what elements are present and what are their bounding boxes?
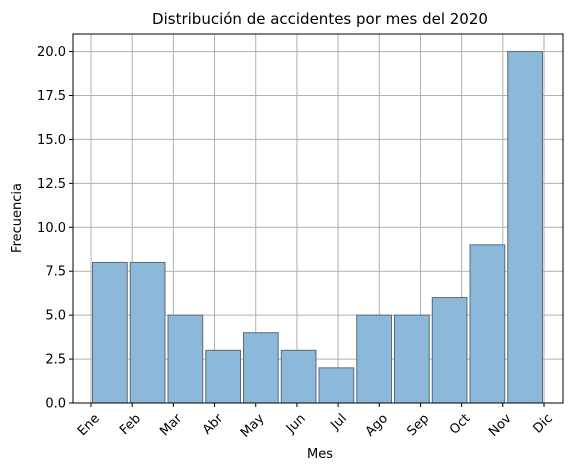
bar <box>469 244 506 404</box>
x-tick-label: Jul <box>328 411 350 433</box>
x-tick-label: Feb <box>117 411 144 438</box>
bar <box>243 332 279 404</box>
bar <box>129 261 166 404</box>
y-axis-label: Frecuencia <box>10 183 25 253</box>
y-tick-label: 17.5 <box>37 89 66 104</box>
y-tick-label: 15.0 <box>37 133 66 148</box>
x-tick-label: Mar <box>157 411 185 439</box>
y-tick-label: 5.0 <box>45 309 66 324</box>
y-tick-label: 10.0 <box>37 221 66 236</box>
x-tick-label: Ene <box>75 411 103 439</box>
bar <box>431 297 468 404</box>
bars <box>92 51 543 404</box>
x-tick-label: Nov <box>486 411 515 440</box>
y-tick-label: 7.5 <box>45 265 66 280</box>
x-tick-label: Dic <box>531 411 556 436</box>
bar <box>92 261 128 404</box>
y-tick-label: 0.0 <box>45 397 66 412</box>
y-tick-label: 20.0 <box>37 45 66 60</box>
x-tick-label: May <box>238 411 268 441</box>
x-tick-label: Oct <box>447 411 474 438</box>
x-axis: Ene Feb Mar Abr May Jun Jul Ago Sep Oct Nov Dic <box>75 403 556 441</box>
bar <box>205 349 241 404</box>
bar <box>394 314 430 404</box>
x-tick-label: Ago <box>363 411 391 439</box>
chart-title: Distribución de accidentes por mes del 2… <box>152 10 488 28</box>
y-tick-label: 12.5 <box>37 177 66 192</box>
bar <box>318 367 355 404</box>
x-tick-label: Sep <box>404 411 432 439</box>
x-axis-label: Mes <box>307 447 333 462</box>
bar <box>356 314 392 404</box>
y-axis: 0.0 2.5 5.0 7.5 10.0 12.5 15.0 17.5 20.0 <box>37 45 73 412</box>
x-tick-label: Jun <box>283 411 309 437</box>
y-tick-label: 2.5 <box>45 353 66 368</box>
plot-frame <box>72 33 564 404</box>
x-tick-label: Abr <box>200 411 227 438</box>
bar <box>507 51 543 404</box>
bar <box>167 314 204 404</box>
bar <box>280 349 317 404</box>
